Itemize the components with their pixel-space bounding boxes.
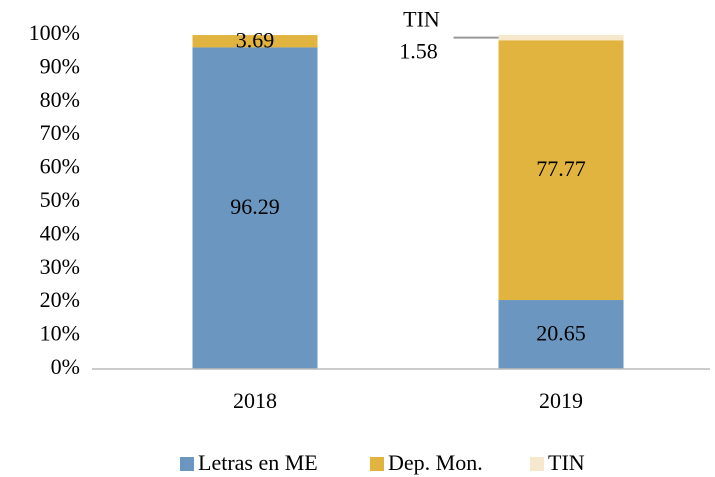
- x-tick-label: 2018: [233, 388, 277, 413]
- data-label: 1.58: [399, 39, 438, 64]
- legend-label: Letras en ME: [198, 450, 318, 475]
- y-tick-label: 90%: [40, 53, 80, 78]
- x-tick-label: 2019: [539, 388, 583, 413]
- y-tick-label: 60%: [40, 154, 80, 179]
- series-label: TIN: [403, 7, 440, 32]
- legend-label: TIN: [548, 450, 585, 475]
- y-tick-label: 30%: [40, 254, 80, 279]
- y-tick-label: 10%: [40, 321, 80, 346]
- y-tick-label: 40%: [40, 220, 80, 245]
- data-label: 20.65: [536, 321, 586, 346]
- bar-segment: [498, 40, 624, 301]
- y-tick-label: 0%: [51, 354, 80, 379]
- y-tick-label: 70%: [40, 120, 80, 145]
- bar-segment: [498, 300, 624, 369]
- y-tick-label: 80%: [40, 87, 80, 112]
- data-label: 96.29: [230, 194, 280, 219]
- data-label: 77.77: [536, 156, 586, 181]
- y-tick-label: 100%: [29, 20, 80, 45]
- bar-segment: [192, 47, 318, 370]
- data-label: 3.69: [236, 27, 275, 52]
- legend-label: Dep. Mon.: [388, 450, 483, 475]
- bar-segment: [192, 35, 318, 48]
- legend-swatch: [180, 457, 194, 471]
- y-tick-label: 20%: [40, 287, 80, 312]
- y-tick-label: 50%: [40, 187, 80, 212]
- legend-swatch: [530, 457, 544, 471]
- legend-swatch: [370, 457, 384, 471]
- bar-segment: [498, 35, 624, 41]
